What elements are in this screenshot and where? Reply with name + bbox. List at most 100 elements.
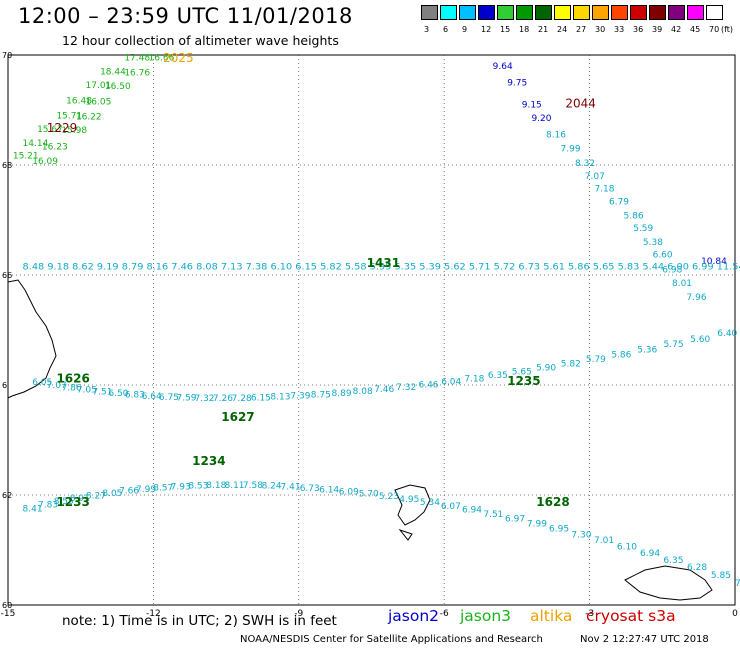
wave-height-label: 8.24	[262, 482, 282, 492]
x-tick-label: -3	[585, 609, 594, 619]
wave-height-label: 6.35	[488, 371, 508, 381]
wave-height-label: 16.76	[124, 68, 150, 78]
wave-height-label: 7.96	[687, 293, 707, 303]
island-group-shape	[394, 484, 431, 541]
legend-label: 45	[690, 25, 701, 34]
wave-height-label: 7.39	[290, 392, 310, 402]
wave-height-label: 6.94	[462, 506, 482, 516]
wave-height-label: 16.09	[32, 157, 58, 167]
legend-label: 6	[443, 25, 449, 34]
wave-height-label: 6.94	[640, 549, 660, 559]
wave-height-label: 17.48	[124, 54, 150, 64]
wave-height-label: 8.55	[54, 497, 74, 507]
wave-height-label: 6.97	[505, 515, 525, 525]
generation-timestamp: Nov 2 12:27:47 UTC 2018	[580, 634, 709, 645]
pass-time-label: 2025	[163, 51, 194, 65]
x-tick-label: -9	[294, 609, 303, 619]
y-tick-label: 62	[2, 491, 12, 500]
wave-height-label: 16.50	[105, 82, 131, 92]
legend-swatch	[554, 5, 571, 20]
wave-height-label: 5.70	[359, 490, 379, 500]
legend-label: 36	[633, 25, 644, 34]
wave-height-label: 5.86	[624, 211, 644, 221]
y-tick-label: 68	[2, 161, 12, 170]
wave-height-label: 18.44	[100, 67, 126, 77]
legend-swatch	[649, 5, 666, 20]
wave-height-label: 6.35	[663, 556, 683, 566]
legend-swatch	[535, 5, 552, 20]
wave-height-label: 7.53	[735, 579, 740, 589]
wave-height-label: 7.28	[232, 394, 252, 404]
wave-height-label: 7.26	[213, 394, 233, 404]
y-tick-label: 70	[2, 51, 12, 60]
wave-height-label: 7.07	[585, 172, 605, 182]
wave-height-label: 6.46	[418, 380, 438, 390]
wave-height-label: 6.05	[32, 378, 52, 388]
wave-height-label: 8.89	[332, 389, 352, 399]
pass-time-label: 1234	[192, 454, 225, 468]
legend-label: 30	[595, 25, 606, 34]
wave-height-label: 5.85	[711, 571, 731, 581]
y-tick-label: 64	[2, 381, 12, 390]
wave-height-label: 8.13	[270, 393, 290, 403]
wave-height-label: 5.60	[690, 335, 710, 345]
legend-swatch	[516, 5, 533, 20]
wave-height-label: 6.15	[251, 393, 271, 403]
legend-label: 12	[481, 25, 492, 34]
satellite-label-cryosat: cryosat s3a	[586, 607, 676, 625]
map-subtitle: 12 hour collection of altimeter wave hei…	[62, 33, 339, 48]
pass-time-label: 1628	[536, 495, 569, 509]
wave-height-label: 8.32	[575, 159, 595, 169]
wave-height-label: 8.18	[206, 481, 226, 491]
wave-height-label: 7.18	[594, 184, 614, 194]
wave-height-label: 16.23	[42, 143, 68, 153]
island-shape	[624, 565, 713, 601]
legend-label: 3	[424, 25, 430, 34]
pass-time-label: 1627	[221, 410, 254, 424]
legend-swatch	[706, 5, 723, 20]
wave-height-label: 6.07	[441, 502, 461, 512]
wave-height-track: 8.48 9.18 8.62 9.19 8.79 8.16 7.46 8.08 …	[23, 263, 740, 273]
legend-swatch	[573, 5, 590, 20]
wave-height-label: 6.50	[108, 389, 128, 399]
wave-height-label: 5.79	[586, 355, 606, 365]
map-title: 12:00 – 23:59 UTC 11/01/2018	[18, 4, 353, 28]
wave-height-label: 6.60	[653, 250, 673, 260]
wave-height-label: 8.41	[23, 505, 43, 515]
legend-label: 21	[538, 25, 549, 34]
pass-time-label: 1235	[507, 374, 540, 388]
wave-height-label: 8.01	[672, 279, 692, 289]
wave-height-label: 7.93	[171, 482, 191, 492]
wave-height-label: 6.64	[142, 392, 162, 402]
wave-height-label: 8.57	[153, 483, 173, 493]
x-tick-label: 0	[732, 609, 738, 619]
wave-height-label: 8.75	[311, 390, 331, 400]
satellite-label-jason2: jason2	[388, 607, 440, 625]
pass-time-label: 1233	[56, 495, 89, 509]
legend-label: 33	[614, 25, 625, 34]
pass-time-label: 1431	[367, 256, 400, 270]
wave-height-label: 6.14	[319, 485, 339, 495]
legend-swatch	[459, 5, 476, 20]
y-tick-label: 66	[2, 271, 12, 280]
wave-height-label: 14.14	[23, 139, 49, 149]
wave-height-label: 9.15	[522, 100, 542, 110]
legend-label: 39	[652, 25, 663, 34]
wave-height-label: 7.83	[38, 501, 58, 511]
coastline-shape	[7, 279, 57, 399]
wave-height-label: 17.01	[86, 81, 112, 91]
legend-unit: (ft)	[721, 25, 734, 34]
pass-time-label: 1626	[56, 371, 89, 385]
wave-height-label: 8.11	[224, 481, 244, 491]
wave-height-label: 7.86	[62, 383, 82, 393]
legend-swatch	[478, 5, 495, 20]
wave-height-label: 16.05	[86, 98, 112, 108]
wave-height-label: 15.67	[37, 125, 63, 135]
legend-label: 18	[519, 25, 530, 34]
legend-label: 15	[500, 25, 511, 34]
wave-height-label: 7.99	[527, 519, 547, 529]
wave-height-label: 6.95	[549, 525, 569, 535]
legend-label: 42	[671, 25, 682, 34]
satellite-label-jason3: jason3	[460, 607, 512, 625]
